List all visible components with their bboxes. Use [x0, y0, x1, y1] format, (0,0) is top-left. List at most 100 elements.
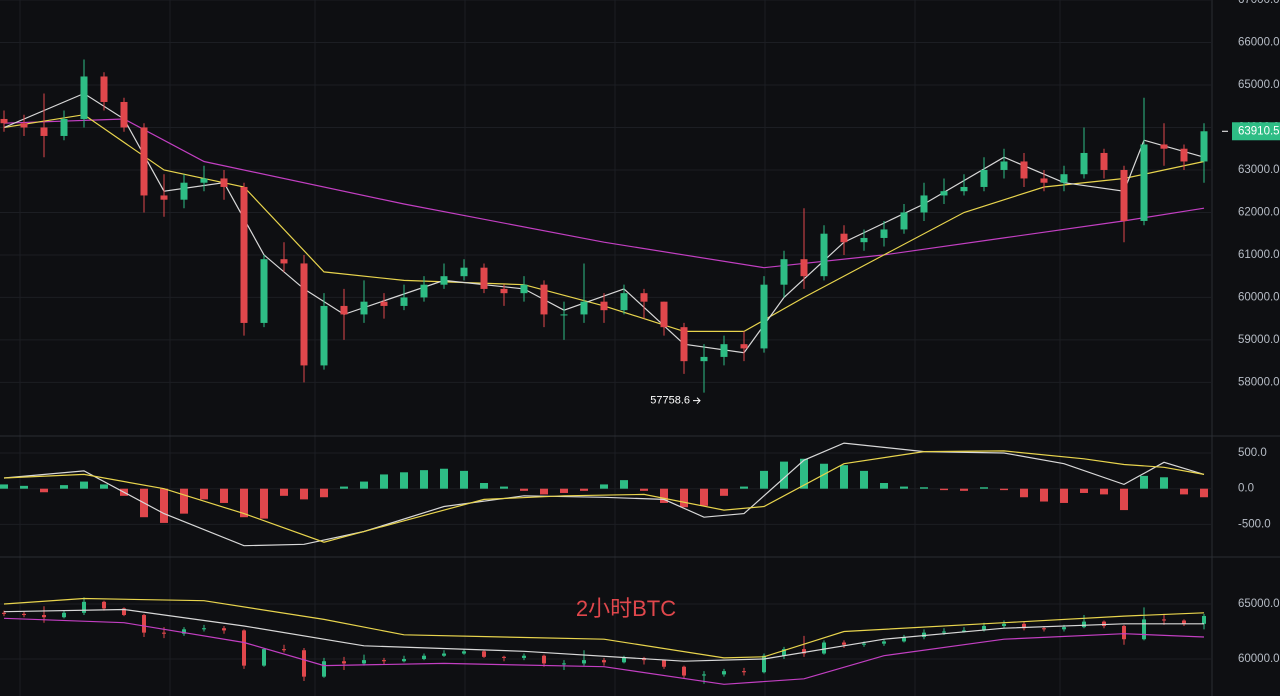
macd-bar: [260, 488, 268, 519]
candle-body: [800, 259, 808, 277]
candle-body: [440, 276, 448, 285]
macd-bar: [1020, 488, 1028, 498]
candle-body: [680, 327, 688, 362]
macd-bar: [820, 463, 828, 489]
candle-body: [962, 630, 966, 632]
candle-body: [922, 632, 926, 638]
candle-body: [42, 615, 46, 618]
macd-bar: [360, 481, 368, 489]
macd-bar: [440, 468, 448, 489]
candle-body: [460, 267, 468, 277]
candle-body: [262, 649, 266, 666]
candle-body: [1142, 619, 1146, 640]
macd-bar: [1080, 488, 1088, 493]
candle-body: [260, 259, 268, 323]
macd-bar: [160, 488, 168, 523]
candle-body: [960, 186, 968, 192]
candle-body: [400, 297, 408, 306]
candle-body: [862, 643, 866, 645]
candle-body: [100, 76, 108, 102]
candle-body: [102, 601, 106, 609]
indicator-line: [3, 442, 1205, 547]
macd-bar: [100, 484, 108, 489]
candle-body: [562, 663, 566, 665]
candle-body: [622, 657, 626, 663]
candle-body: [2, 612, 6, 614]
candle-body: [342, 661, 346, 664]
candle-body: [180, 182, 188, 200]
candle-body: [1202, 616, 1206, 624]
candle-body: [1140, 144, 1148, 221]
candle-body: [20, 123, 28, 128]
macd-bar: [380, 474, 388, 489]
candle-body: [760, 284, 768, 349]
macd-bar: [760, 470, 768, 489]
macd-bar: [80, 481, 88, 489]
indicator-line: [3, 118, 1205, 269]
candle-body: [340, 305, 348, 315]
last-price-label: 63910.5: [1238, 125, 1280, 137]
macd-bar: [480, 482, 488, 489]
candle-body: [122, 608, 126, 616]
candle-body: [320, 305, 328, 366]
y-tick-label: -500.0: [1238, 518, 1271, 530]
y-tick-label: 67000.0: [1238, 0, 1280, 6]
candle-body: [720, 344, 728, 357]
candle-body: [480, 267, 488, 289]
candle-body: [222, 628, 226, 631]
candle-body: [282, 649, 286, 651]
candle-body: [1160, 144, 1168, 149]
macd-bar: [240, 488, 248, 518]
macd-bar: [1140, 475, 1148, 489]
candle-body: [782, 649, 786, 656]
candle-body: [182, 629, 186, 634]
candle-body: [982, 626, 986, 631]
candle-body: [542, 655, 546, 664]
macd-bar: [1160, 477, 1168, 489]
indicator-line: [3, 92, 1205, 354]
candle-body: [162, 632, 166, 634]
candle-body: [602, 660, 606, 663]
macd-bar: [960, 488, 968, 491]
candle-body: [620, 293, 628, 311]
candle-body: [442, 653, 446, 656]
candle-body: [880, 229, 888, 238]
candle-body: [662, 660, 666, 667]
candle-body: [422, 655, 426, 660]
macd-bar: [900, 486, 908, 489]
candle-body: [220, 178, 228, 187]
last-price-box: [1232, 122, 1280, 141]
macd-bar: [860, 470, 868, 489]
y-tick-label: 60000.0: [1238, 653, 1280, 665]
candle-body: [802, 649, 806, 654]
candle-body: [682, 666, 686, 676]
candle-body: [762, 655, 766, 673]
candle-body: [820, 233, 828, 277]
macd-bar: [1200, 488, 1208, 498]
y-tick-label: 61000.0: [1238, 249, 1280, 261]
candle-body: [502, 656, 506, 658]
macd-bar: [780, 461, 788, 489]
macd-bar: [740, 486, 748, 489]
macd-bar: [180, 488, 188, 514]
macd-bar: [600, 484, 608, 489]
candle-body: [360, 301, 368, 315]
macd-bar: [660, 488, 668, 503]
candle-body: [1040, 178, 1048, 183]
candle-body: [120, 101, 128, 128]
candle-body: [202, 628, 206, 630]
candle-body: [560, 314, 568, 316]
macd-bar: [0, 484, 8, 489]
candle-body: [842, 642, 846, 645]
candle-body: [380, 301, 388, 306]
macd-bar: [60, 485, 68, 489]
macd-bar: [920, 487, 928, 489]
macd-bar: [800, 458, 808, 489]
y-tick-label: 59000.0: [1238, 334, 1280, 346]
candle-body: [1100, 152, 1108, 170]
macd-bar: [580, 488, 588, 491]
macd-bar: [1180, 488, 1188, 495]
macd-bar: [940, 488, 948, 491]
watermark: 2小时BTC: [576, 596, 676, 621]
